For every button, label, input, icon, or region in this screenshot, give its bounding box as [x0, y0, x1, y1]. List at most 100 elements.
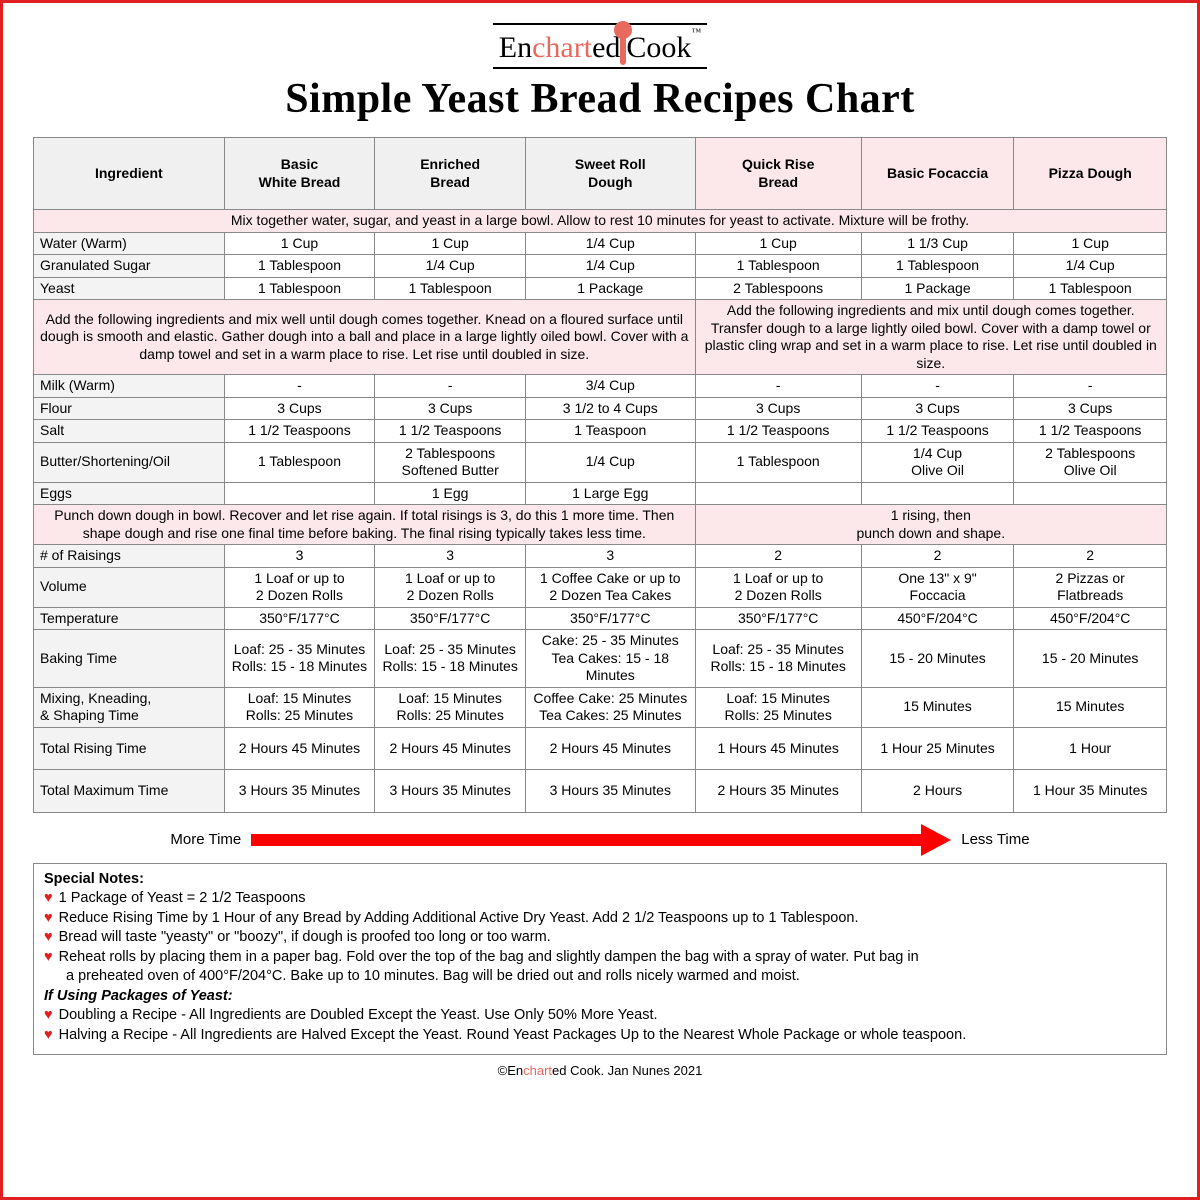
table-cell: 1 1/2 Teaspoons [1014, 420, 1167, 443]
table-cell: 1/4 Cup [1014, 255, 1167, 278]
arrow-left-label: More Time [170, 831, 241, 848]
table-cell: 15 - 20 Minutes [1014, 630, 1167, 688]
table-cell: - [861, 375, 1014, 398]
table-cell: 1 Teaspoon [525, 420, 695, 443]
table-row: Temperature350°F/177°C350°F/177°C350°F/1… [34, 607, 1167, 630]
table-cell: 1 Coffee Cake or up to2 Dozen Tea Cakes [525, 567, 695, 607]
table-cell: 1 Package [861, 277, 1014, 300]
table-cell: 3 Cups [224, 397, 375, 420]
table-cell: 3 Cups [375, 397, 526, 420]
table-cell: 350°F/177°C [375, 607, 526, 630]
table-cell: 350°F/177°C [224, 607, 375, 630]
column-header: Sweet RollDough [525, 138, 695, 210]
table-cell: 3 Cups [1014, 397, 1167, 420]
table-cell: 3 [375, 545, 526, 568]
table-cell: - [224, 375, 375, 398]
table-cell: 1 Cup [375, 232, 526, 255]
table-cell: 2 Pizzas orFlatbreads [1014, 567, 1167, 607]
table-cell: - [375, 375, 526, 398]
table-cell: 2 Tablespoons [695, 277, 861, 300]
row-label: Temperature [34, 607, 225, 630]
note-line: ♥Reduce Rising Time by 1 Hour of any Bre… [44, 909, 1156, 929]
table-row: Salt1 1/2 Teaspoons1 1/2 Teaspoons1 Teas… [34, 420, 1167, 443]
table-cell: 2 [695, 545, 861, 568]
note-line: ♥Bread will taste "yeasty" or "boozy", i… [44, 928, 1156, 948]
table-cell: 1/4 CupOlive Oil [861, 442, 1014, 482]
notes-subheader: If Using Packages of Yeast: [44, 987, 1156, 1007]
table-cell: 3 Hours 35 Minutes [525, 770, 695, 813]
instruction-row-left: Punch down dough in bowl. Recover and le… [34, 505, 696, 545]
arrow-right-label: Less Time [961, 831, 1029, 848]
table-cell: 1 Loaf or up to2 Dozen Rolls [695, 567, 861, 607]
table-cell: 1 Package [525, 277, 695, 300]
table-cell [224, 482, 375, 505]
table-cell [861, 482, 1014, 505]
column-header: Ingredient [34, 138, 225, 210]
table-row: Butter/Shortening/Oil1 Tablespoon2 Table… [34, 442, 1167, 482]
table-row: Total Rising Time2 Hours 45 Minutes2 Hou… [34, 727, 1167, 770]
instruction-row-right: 1 rising, thenpunch down and shape. [695, 505, 1166, 545]
copyright-mid: chart [523, 1063, 552, 1078]
note-line: ♥Reheat rolls by placing them in a paper… [44, 948, 1156, 968]
spoon-icon [620, 35, 626, 65]
table-cell: 3 1/2 to 4 Cups [525, 397, 695, 420]
table-cell: 1 1/3 Cup [861, 232, 1014, 255]
brand-tail: Cook [626, 31, 691, 64]
heart-icon: ♥ [44, 1027, 53, 1043]
table-cell: 1 Tablespoon [695, 442, 861, 482]
row-label: Volume [34, 567, 225, 607]
page-title: Simple Yeast Bread Recipes Chart [33, 75, 1167, 123]
row-label: Salt [34, 420, 225, 443]
table-cell: 1 Egg [375, 482, 526, 505]
table-cell: 1 Tablespoon [224, 442, 375, 482]
arrow-icon [251, 831, 951, 849]
table-cell: 1 Hour 25 Minutes [861, 727, 1014, 770]
table-cell: 350°F/177°C [525, 607, 695, 630]
copyright-post: ed Cook. Jan Nunes 2021 [552, 1063, 702, 1078]
logo-wrap: EnchartedCook™ [33, 23, 1167, 69]
page-container: EnchartedCook™ Simple Yeast Bread Recipe… [0, 0, 1200, 1200]
row-label: Milk (Warm) [34, 375, 225, 398]
row-label: Total Maximum Time [34, 770, 225, 813]
table-cell: Loaf: 25 - 35 MinutesRolls: 15 - 18 Minu… [224, 630, 375, 688]
table-cell: 1 Cup [224, 232, 375, 255]
table-cell: 2 Hours 45 Minutes [375, 727, 526, 770]
table-cell: 15 Minutes [861, 687, 1014, 727]
row-label: Eggs [34, 482, 225, 505]
table-row: Yeast1 Tablespoon1 Tablespoon1 Package2 … [34, 277, 1167, 300]
column-header: Quick RiseBread [695, 138, 861, 210]
table-cell: 3 Hours 35 Minutes [224, 770, 375, 813]
table-cell: 3/4 Cup [525, 375, 695, 398]
table-cell: 1 Hour [1014, 727, 1167, 770]
table-row: Volume1 Loaf or up to2 Dozen Rolls1 Loaf… [34, 567, 1167, 607]
table-header-row: IngredientBasicWhite BreadEnrichedBreadS… [34, 138, 1167, 210]
table-cell: 1 Tablespoon [224, 255, 375, 278]
table-cell: 2 TablespoonsOlive Oil [1014, 442, 1167, 482]
table-cell: 15 - 20 Minutes [861, 630, 1014, 688]
row-label: Flour [34, 397, 225, 420]
table-cell: 2 [861, 545, 1014, 568]
brand-pre: En [499, 31, 532, 64]
table-cell: 1 Loaf or up to2 Dozen Rolls [224, 567, 375, 607]
table-cell: 2 TablespoonsSoftened Butter [375, 442, 526, 482]
table-cell: Cake: 25 - 35 MinutesTea Cakes: 15 - 18 … [525, 630, 695, 688]
note-line: ♥1 Package of Yeast = 2 1/2 Teaspoons [44, 889, 1156, 909]
heart-icon: ♥ [44, 910, 53, 926]
table-cell: 2 Hours 35 Minutes [695, 770, 861, 813]
copyright-pre: ©En [498, 1063, 523, 1078]
brand-logo: EnchartedCook™ [493, 23, 707, 69]
table-cell: Loaf: 15 MinutesRolls: 25 Minutes [695, 687, 861, 727]
table-row: Granulated Sugar1 Tablespoon1/4 Cup1/4 C… [34, 255, 1167, 278]
table-cell: 3 Cups [861, 397, 1014, 420]
table-cell: 15 Minutes [1014, 687, 1167, 727]
table-row: Total Maximum Time3 Hours 35 Minutes3 Ho… [34, 770, 1167, 813]
table-cell: Loaf: 25 - 35 MinutesRolls: 15 - 18 Minu… [695, 630, 861, 688]
special-notes-box: Special Notes: ♥1 Package of Yeast = 2 1… [33, 863, 1167, 1055]
table-cell: 2 Hours 45 Minutes [525, 727, 695, 770]
table-cell [1014, 482, 1167, 505]
table-cell: 1 Loaf or up to2 Dozen Rolls [375, 567, 526, 607]
table-cell: 1 Cup [695, 232, 861, 255]
table-cell: Coffee Cake: 25 MinutesTea Cakes: 25 Min… [525, 687, 695, 727]
column-header: BasicWhite Bread [224, 138, 375, 210]
table-cell: 2 Hours 45 Minutes [224, 727, 375, 770]
